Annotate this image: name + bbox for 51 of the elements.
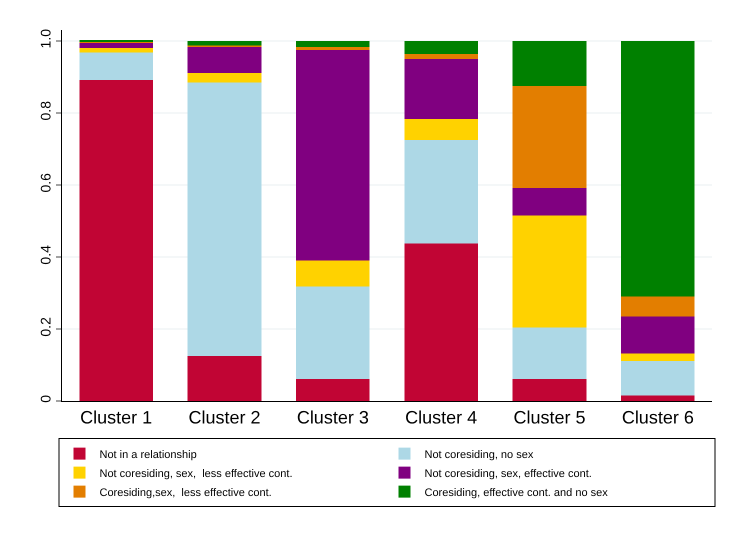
x-tick-label: Cluster 5 (513, 408, 586, 428)
x-tick-label: Cluster 4 (405, 408, 478, 428)
bar (512, 328, 586, 380)
bar (512, 216, 586, 328)
x-tick-label: Cluster 6 (622, 408, 694, 428)
bar (512, 40, 586, 86)
y-tick-label: 0 (37, 394, 54, 403)
bar (296, 46, 370, 50)
bar (188, 356, 262, 401)
legend-label: Not in a relationship (100, 448, 197, 461)
bar (188, 72, 262, 83)
bar (296, 379, 370, 401)
bar (296, 260, 370, 286)
bar (621, 316, 695, 354)
bar (296, 40, 370, 47)
legend-label: Coresiding,sex, less effective cont. (100, 486, 272, 499)
bar (79, 48, 153, 52)
bar (79, 52, 153, 80)
bar (404, 140, 478, 244)
bar (621, 361, 695, 396)
bar (404, 40, 478, 54)
bar (79, 42, 153, 48)
bar (621, 40, 695, 297)
bar (404, 58, 478, 119)
y-tick-label: 0.2 (37, 316, 54, 337)
bar (296, 50, 370, 261)
x-tick-label: Cluster 1 (80, 408, 152, 428)
bar (188, 46, 262, 73)
bar (512, 188, 586, 216)
bar (621, 396, 695, 401)
bar (404, 118, 478, 140)
x-tick-label: Cluster 3 (296, 408, 369, 428)
y-tick-label: 0.8 (37, 100, 54, 120)
y-tick-label: 1.0 (37, 28, 54, 48)
x-tick-label: Cluster 2 (188, 408, 261, 428)
y-tick-label: 0.6 (37, 172, 54, 193)
bar (188, 82, 262, 356)
bar (621, 296, 695, 317)
bar (512, 379, 586, 401)
bar (296, 286, 370, 380)
legend-label: Coresiding, effective cont. and no sex (424, 486, 608, 499)
bar (404, 244, 478, 401)
legend-label: Not coresiding, sex, effective cont. (424, 468, 592, 480)
y-tick-label: 0.4 (37, 244, 54, 265)
bar (79, 80, 153, 401)
bar (188, 40, 262, 46)
legend-label: Not coresiding, no sex (424, 448, 534, 461)
bar (621, 353, 695, 362)
legend-label: Not coresiding, sex, less effective cont. (100, 468, 292, 480)
bar (512, 86, 586, 188)
bar (404, 54, 478, 59)
